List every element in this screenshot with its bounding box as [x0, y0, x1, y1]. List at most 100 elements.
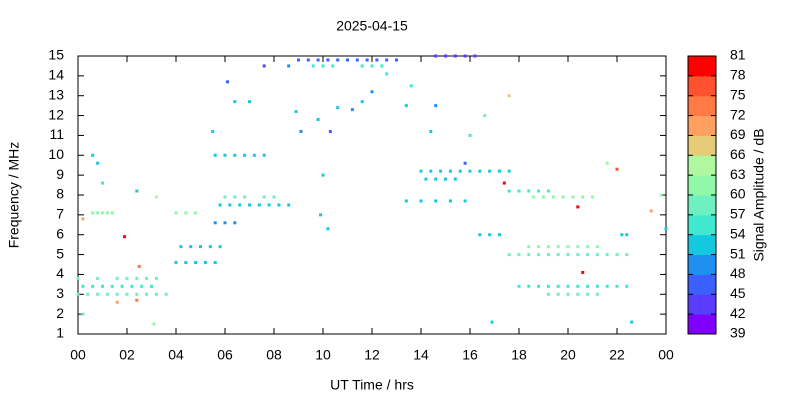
data-cell — [561, 195, 565, 199]
data-cell — [105, 292, 109, 296]
data-cell — [527, 189, 531, 193]
colorbar-band — [688, 115, 716, 136]
data-cell — [488, 233, 492, 237]
data-cell — [262, 64, 266, 68]
colorbar-band — [688, 234, 716, 256]
data-cell — [152, 322, 156, 326]
data-cell — [306, 58, 310, 62]
data-cell — [135, 298, 139, 302]
data-cell — [424, 177, 428, 181]
data-cell — [444, 54, 447, 58]
x-tick-label: 08 — [266, 347, 282, 363]
data-cell — [211, 129, 215, 133]
data-cell — [299, 129, 303, 133]
data-cell — [419, 169, 423, 173]
y-tick-label: 4 — [56, 265, 64, 281]
data-cell — [355, 58, 359, 62]
data-cell — [615, 167, 619, 171]
data-cell — [319, 213, 323, 217]
data-cell — [360, 100, 364, 104]
data-cell — [262, 195, 266, 199]
colorbar-band — [688, 195, 716, 216]
data-cell — [101, 284, 104, 288]
colorbar-band — [688, 175, 716, 196]
data-cell — [257, 203, 261, 207]
data-cell — [184, 211, 188, 215]
data-cell — [110, 211, 114, 215]
y-tick-label: 14 — [48, 67, 64, 83]
data-cell — [115, 300, 119, 304]
data-cell — [76, 292, 80, 296]
colorbar-tick-label: 72 — [730, 106, 746, 122]
colorbar-tick-label: 45 — [730, 285, 746, 301]
data-cell — [115, 276, 119, 280]
y-tick-label: 15 — [48, 47, 64, 63]
x-tick-label: 16 — [462, 347, 478, 363]
data-cell — [135, 292, 139, 296]
data-cell — [194, 211, 198, 215]
data-cell — [576, 205, 580, 209]
data-cell — [297, 58, 300, 62]
data-cell — [395, 58, 398, 62]
data-cell — [615, 284, 619, 288]
data-cell — [350, 108, 354, 112]
data-cell — [463, 161, 467, 165]
data-cell — [605, 284, 609, 288]
data-cell — [96, 292, 100, 296]
data-cell — [208, 245, 212, 249]
data-cell — [551, 195, 555, 199]
data-cell — [164, 292, 168, 296]
data-cell — [213, 261, 217, 265]
data-cell — [223, 221, 227, 225]
colorbar-band — [688, 56, 716, 77]
colorbar-tick-label: 75 — [730, 86, 746, 102]
chart-title: 2025-04-15 — [336, 18, 408, 34]
data-cell — [328, 129, 332, 133]
data-cell — [174, 261, 178, 265]
data-cell — [233, 153, 237, 157]
colorbar-tick-label: 66 — [730, 146, 746, 162]
data-cell — [360, 64, 364, 68]
x-tick-label: 06 — [217, 347, 233, 363]
data-cell — [199, 245, 202, 249]
data-cell — [566, 245, 570, 249]
data-cell — [194, 261, 198, 265]
data-cell — [243, 195, 247, 199]
data-cell — [458, 169, 462, 173]
colorbar-band — [688, 135, 716, 156]
data-cell — [605, 161, 609, 165]
data-cell — [336, 58, 340, 62]
data-cell — [375, 58, 379, 62]
data-cell — [542, 195, 545, 199]
data-cell — [576, 292, 580, 296]
colorbar-band — [688, 75, 716, 97]
data-cell — [326, 58, 330, 62]
data-cell — [527, 245, 531, 249]
data-cell — [101, 181, 104, 185]
data-cell — [101, 211, 104, 215]
data-cell — [294, 110, 298, 114]
data-cell — [581, 270, 585, 274]
data-cell — [434, 199, 438, 203]
data-cell — [174, 211, 178, 215]
data-cell — [248, 100, 251, 104]
y-tick-label: 1 — [56, 325, 64, 341]
data-cell — [473, 54, 477, 58]
data-cell — [243, 153, 247, 157]
y-tick-label: 9 — [56, 166, 64, 182]
y-tick-label: 7 — [56, 206, 64, 222]
colorbar-band — [688, 314, 716, 335]
colorbar-tick-label: 69 — [730, 126, 746, 142]
data-cell — [429, 169, 433, 173]
data-cell — [527, 284, 531, 288]
colorbar-band — [688, 155, 716, 176]
data-cell — [409, 84, 413, 88]
x-tick-label: 04 — [168, 347, 184, 363]
colorbar-band — [688, 214, 716, 236]
data-cell — [488, 169, 492, 173]
data-cell — [223, 195, 227, 199]
colorbar-band — [688, 294, 716, 315]
data-cell — [566, 292, 570, 296]
data-cell — [81, 312, 85, 316]
data-cell — [532, 195, 536, 199]
